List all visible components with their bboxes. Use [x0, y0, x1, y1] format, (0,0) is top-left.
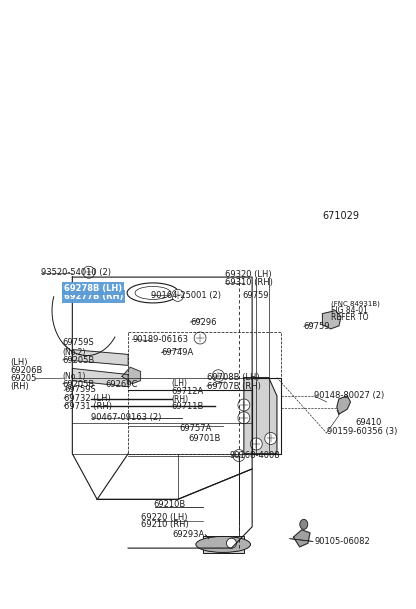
- Text: 69707B (RH): 69707B (RH): [207, 382, 260, 390]
- Polygon shape: [72, 368, 128, 387]
- Text: 69206B: 69206B: [10, 367, 43, 375]
- Text: 69210 (RH): 69210 (RH): [141, 521, 188, 529]
- Ellipse shape: [196, 537, 250, 552]
- Text: 69310 (RH): 69310 (RH): [225, 278, 273, 287]
- Polygon shape: [122, 367, 141, 384]
- Text: 69731 (RH): 69731 (RH): [64, 403, 112, 411]
- Text: 69712A: 69712A: [171, 387, 204, 396]
- Text: 671029: 671029: [322, 211, 359, 221]
- Circle shape: [172, 289, 184, 301]
- Ellipse shape: [127, 283, 179, 303]
- Text: 69711B: 69711B: [171, 403, 204, 411]
- Text: 69410: 69410: [355, 418, 382, 426]
- Text: 69210B: 69210B: [153, 500, 185, 509]
- Text: 90164-25001 (2): 90164-25001 (2): [151, 291, 221, 300]
- Polygon shape: [322, 311, 341, 329]
- Circle shape: [265, 432, 277, 445]
- Bar: [203, 536, 244, 553]
- Text: 90148-80027 (2): 90148-80027 (2): [314, 392, 384, 400]
- Text: FIG 84-01: FIG 84-01: [331, 306, 368, 315]
- Text: 69220 (LH): 69220 (LH): [141, 513, 187, 522]
- Text: (RH): (RH): [10, 382, 29, 391]
- Polygon shape: [72, 350, 128, 365]
- Text: 90189-06163: 90189-06163: [132, 335, 188, 343]
- Circle shape: [83, 266, 95, 278]
- Text: 69278B (LH): 69278B (LH): [64, 284, 122, 293]
- Circle shape: [238, 399, 250, 411]
- Text: 69701B: 69701B: [188, 434, 220, 443]
- Text: 90168-4008: 90168-4008: [229, 451, 280, 460]
- Ellipse shape: [135, 286, 171, 300]
- Text: (FNC 84931B): (FNC 84931B): [331, 300, 379, 306]
- Polygon shape: [337, 396, 351, 414]
- Text: 69757A: 69757A: [180, 424, 212, 432]
- Text: 69320 (LH): 69320 (LH): [225, 270, 272, 279]
- Ellipse shape: [300, 519, 308, 529]
- Text: 69708B (LH): 69708B (LH): [207, 373, 259, 382]
- Text: 90105-06082: 90105-06082: [314, 537, 370, 546]
- Circle shape: [212, 370, 224, 382]
- Text: 69759S: 69759S: [64, 385, 96, 394]
- Text: 69296: 69296: [190, 318, 217, 326]
- Text: 69277B (RH): 69277B (RH): [64, 292, 124, 301]
- Text: 69269C: 69269C: [105, 380, 138, 389]
- Text: 90159-60356 (3): 90159-60356 (3): [327, 427, 397, 435]
- Text: REFER TO: REFER TO: [331, 314, 368, 322]
- Text: 69205: 69205: [10, 375, 37, 383]
- Circle shape: [226, 538, 236, 548]
- Text: 69205B: 69205B: [63, 356, 95, 365]
- Text: 69293A: 69293A: [172, 530, 205, 539]
- Text: 69749A: 69749A: [161, 348, 193, 357]
- Text: (No.2): (No.2): [63, 348, 86, 357]
- Circle shape: [238, 412, 250, 424]
- Text: 69759S: 69759S: [63, 338, 94, 347]
- Circle shape: [194, 332, 206, 344]
- Polygon shape: [293, 530, 310, 547]
- Text: (No.1): (No.1): [63, 372, 86, 381]
- Text: (RH): (RH): [171, 395, 189, 404]
- Text: (LH): (LH): [171, 379, 188, 388]
- Text: 69759: 69759: [243, 291, 269, 300]
- Polygon shape: [244, 378, 277, 454]
- Text: (LH): (LH): [10, 359, 28, 367]
- Circle shape: [250, 438, 262, 450]
- Text: 69205B: 69205B: [63, 380, 95, 389]
- Circle shape: [233, 449, 245, 462]
- Text: 93520-54010 (2): 93520-54010 (2): [41, 269, 111, 277]
- Text: 90467-09163 (2): 90467-09163 (2): [91, 414, 161, 422]
- Text: 69759: 69759: [304, 322, 330, 331]
- Text: 69732 (LH): 69732 (LH): [64, 394, 111, 403]
